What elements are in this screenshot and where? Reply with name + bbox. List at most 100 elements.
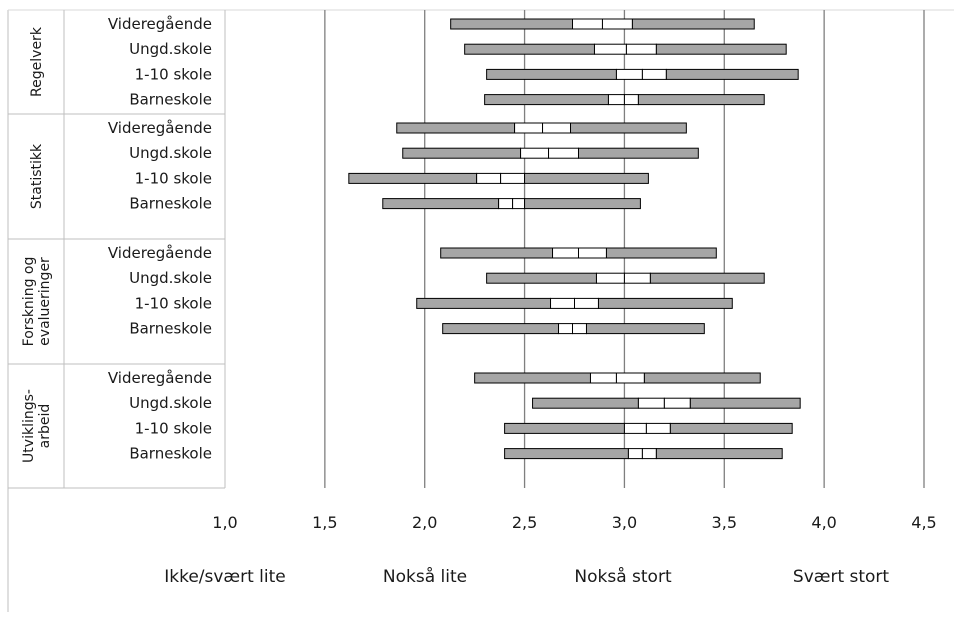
inner-box-right — [542, 122, 572, 134]
upper-box — [605, 247, 717, 259]
category-label: Videregående — [108, 15, 212, 33]
category-label: Videregående — [108, 119, 212, 137]
box-4-2 — [532, 397, 801, 409]
scale-label: Nokså lite — [383, 566, 467, 587]
lower-box — [474, 372, 591, 384]
group-label-line: Utviklings- — [21, 389, 37, 463]
group-label-4: Utviklings-arbeid — [21, 389, 53, 463]
x-tick-labels: 1,0 1,5 2,0 2,5 3,0 3,5 4,0 4,5 — [212, 513, 936, 532]
scale-label: Ikke/svært lite — [164, 567, 286, 587]
box-1-1 — [450, 18, 755, 30]
lower-box — [504, 422, 625, 434]
lower-box — [348, 172, 478, 184]
upper-box — [655, 448, 783, 460]
category-label: Ungd.skole — [129, 40, 212, 58]
category-label: 1-10 skole — [135, 294, 212, 312]
inner-box-left — [593, 43, 627, 55]
inner-box-right — [663, 397, 691, 409]
upper-box — [597, 297, 733, 309]
inner-box-right — [641, 68, 667, 80]
inner-box-left — [520, 147, 550, 159]
group-label-line: Regelverk — [29, 26, 45, 97]
inner-box-right — [572, 323, 587, 335]
inner-box-left — [595, 272, 625, 284]
upper-box — [643, 372, 761, 384]
lower-box — [382, 198, 500, 210]
inner-box-right — [641, 448, 657, 460]
inner-box-right — [645, 422, 671, 434]
inner-box-left — [558, 323, 574, 335]
upper-box — [577, 147, 699, 159]
lower-box — [416, 297, 552, 309]
inner-box-left — [589, 372, 617, 384]
category-label: Barneskole — [129, 320, 212, 338]
inner-box-right — [625, 43, 657, 55]
upper-box — [689, 397, 801, 409]
group-label-line: arbeid — [37, 404, 53, 449]
x-tick-label: 1,5 — [312, 513, 337, 532]
inner-box-left — [615, 68, 643, 80]
inner-box-left — [476, 172, 502, 184]
box-3-2 — [486, 272, 765, 284]
inner-box-left — [572, 18, 603, 30]
box-4-4 — [504, 448, 783, 460]
box-3-3 — [416, 297, 733, 309]
inner-box-left — [552, 247, 579, 259]
lower-box — [396, 122, 516, 134]
upper-box — [655, 43, 787, 55]
upper-box — [649, 272, 765, 284]
category-labels: Videregående Ungd.skole 1-10 skole Barnesko… — [108, 15, 212, 463]
upper-box — [585, 323, 705, 335]
box-1-3 — [486, 68, 799, 80]
box-3-1 — [440, 247, 717, 259]
box-4-1 — [474, 372, 761, 384]
category-label: Barneskole — [129, 195, 212, 213]
scale-label: Nokså stort — [574, 566, 672, 587]
group-label-1: Regelverk — [29, 26, 45, 97]
box-3-4 — [442, 323, 705, 335]
lower-box — [450, 18, 574, 30]
lower-box — [440, 247, 554, 259]
lower-box — [532, 397, 639, 409]
x-tick-label: 3,5 — [712, 513, 737, 532]
box-1-2 — [464, 43, 787, 55]
inner-box-right — [615, 372, 645, 384]
lower-box — [402, 147, 522, 159]
upper-box — [524, 172, 649, 184]
inner-box-right — [623, 272, 651, 284]
box-2-4 — [382, 198, 641, 210]
category-label: 1-10 skole — [135, 419, 212, 437]
inner-box-left — [607, 94, 625, 106]
chart-frame — [7, 9, 954, 612]
box-series — [348, 18, 801, 460]
inner-box-left — [637, 397, 665, 409]
scale-label: Svært stort — [793, 567, 890, 587]
category-label: Videregående — [108, 244, 212, 262]
inner-box-right — [548, 147, 579, 159]
x-tick-label: 1,0 — [212, 513, 237, 532]
category-label: Ungd.skole — [129, 144, 212, 162]
lower-box — [504, 448, 629, 460]
x-tick-label: 4,0 — [811, 513, 836, 532]
inner-box-right — [623, 94, 639, 106]
x-tick-label: 4,5 — [911, 513, 936, 532]
upper-box — [665, 68, 799, 80]
upper-box — [524, 198, 641, 210]
lower-box — [484, 94, 609, 106]
box-2-3 — [348, 172, 649, 184]
x-tick-label: 2,0 — [412, 513, 437, 532]
lower-box — [442, 323, 560, 335]
box-1-4 — [484, 94, 765, 106]
lower-box — [486, 68, 617, 80]
x-tick-label: 2,5 — [512, 513, 537, 532]
group-label-line: evalueringer — [37, 257, 53, 346]
inner-box-left — [498, 198, 514, 210]
lower-box — [486, 272, 597, 284]
category-label: Barneskole — [129, 445, 212, 463]
group-label-2: Statistikk — [29, 143, 45, 209]
group-label-column: Regelverk Statistikk Forskning ogevaluerin… — [21, 26, 53, 463]
inner-box-right — [577, 247, 607, 259]
x-tick-label: 3,0 — [612, 513, 637, 532]
upper-box — [570, 122, 687, 134]
